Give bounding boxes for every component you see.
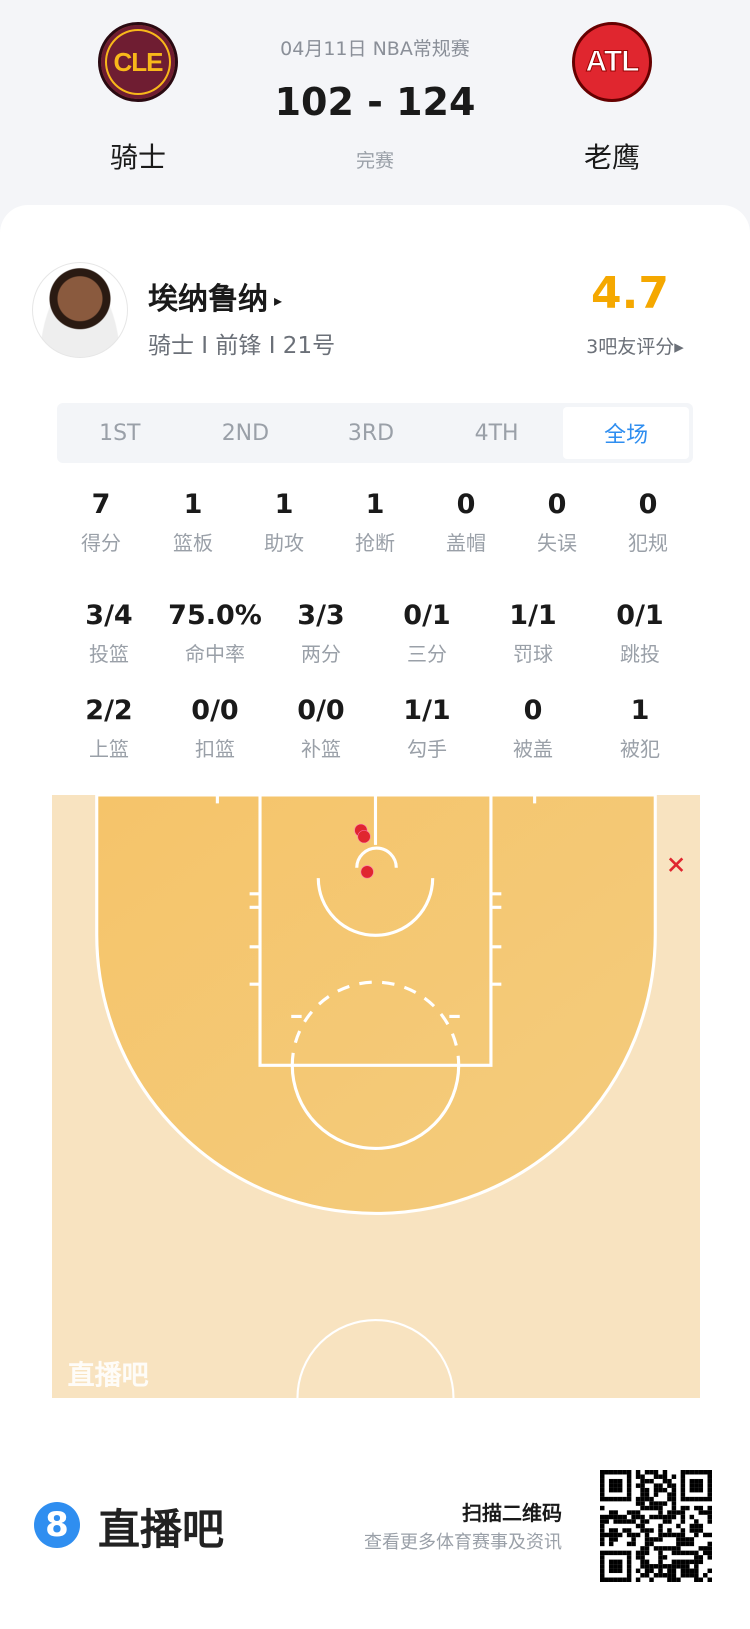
stat-value: 1 xyxy=(365,489,385,520)
scan-title: 扫描二维码 xyxy=(462,1501,562,1525)
brand-name: 直播吧 xyxy=(98,1505,225,1554)
stat-value: 0 xyxy=(523,695,543,726)
center-circle xyxy=(296,1319,455,1398)
stat-label: 上篮 xyxy=(89,737,129,761)
brand-logo-icon: 8 xyxy=(34,1502,80,1548)
stat-value: 0 xyxy=(547,489,567,520)
stat-value: 0 xyxy=(638,489,658,520)
stat-label: 补篮 xyxy=(301,737,341,761)
missed-shot-marker xyxy=(668,857,684,872)
stat-label: 得分 xyxy=(81,531,121,555)
match-score: 102 - 124 xyxy=(274,80,476,124)
stat-stats-row2-1: 75.0% 命中率 xyxy=(160,600,270,667)
stat-value: 0 xyxy=(456,489,476,520)
stat-stats-row3-0: 2/2 上篮 xyxy=(54,695,164,762)
court-watermark: 直播吧 xyxy=(68,1360,149,1391)
stat-stats-row2-4: 1/1 罚球 xyxy=(478,600,588,667)
baseline-ticks xyxy=(215,795,537,804)
stat-value: 3/4 xyxy=(85,600,133,631)
player-name-link[interactable]: 埃纳鲁纳 ▸ xyxy=(148,274,282,318)
paint xyxy=(258,795,493,1067)
stat-label: 勾手 xyxy=(407,737,447,761)
player-avatar[interactable] xyxy=(32,262,128,358)
home-team-name: 骑士 xyxy=(109,141,166,174)
stat-label: 被犯 xyxy=(620,737,660,761)
stat-stats-row3-5: 1 被犯 xyxy=(585,695,695,762)
stat-label: 两分 xyxy=(301,642,341,666)
stat-value: 0/0 xyxy=(191,695,239,726)
match-status: 完赛 xyxy=(355,150,394,172)
stat-label: 盖帽 xyxy=(446,531,486,555)
chevron-right-icon: ▸ xyxy=(274,291,283,310)
stat-stats-row3-4: 0 被盖 xyxy=(478,695,588,762)
stat-label: 助攻 xyxy=(264,531,304,555)
stat-label: 扣篮 xyxy=(195,737,235,761)
shot-chart-court: 直播吧 xyxy=(52,795,700,1398)
lane-hashes xyxy=(249,892,502,986)
qr-code[interactable] xyxy=(600,1470,712,1582)
tab-1st[interactable]: 1ST xyxy=(99,420,141,446)
stat-label: 犯规 xyxy=(628,531,668,555)
stat-stats-row1-0: 7 得分 xyxy=(46,489,156,556)
away-team-name: 老鹰 xyxy=(583,141,640,174)
stat-value: 0/0 xyxy=(297,695,345,726)
stat-stats-row1-1: 1 篮板 xyxy=(138,489,248,556)
stat-label: 跳投 xyxy=(620,642,660,666)
stat-value: 0/1 xyxy=(403,600,451,631)
stat-stats-row1-2: 1 助攻 xyxy=(229,489,339,556)
stat-stats-row2-3: 0/1 三分 xyxy=(372,600,482,667)
three-point-line xyxy=(95,795,657,1215)
stat-stats-row3-3: 1/1 勾手 xyxy=(372,695,482,762)
stat-label: 被盖 xyxy=(513,737,553,761)
player-info: 骑士 I 前锋 I 21号 xyxy=(148,333,336,359)
stat-value: 1 xyxy=(630,695,650,726)
stat-label: 罚球 xyxy=(513,642,553,666)
atl-team-logo: ATL xyxy=(572,22,652,102)
stat-label: 篮板 xyxy=(173,531,213,555)
stat-label: 抢断 xyxy=(355,531,395,555)
tab-4th[interactable]: 4TH xyxy=(474,420,519,446)
stat-value: 75.0% xyxy=(168,600,262,631)
stat-value: 7 xyxy=(91,489,111,520)
stat-value: 2/2 xyxy=(85,695,133,726)
period-tabs: 1ST 2ND 3RD 4TH 全场 xyxy=(57,403,693,463)
rim-arc xyxy=(355,846,398,868)
stat-value: 1 xyxy=(274,489,294,520)
stat-value: 1/1 xyxy=(509,600,557,631)
tab-2nd[interactable]: 2ND xyxy=(221,420,270,446)
stat-stats-row1-5: 0 失误 xyxy=(502,489,612,556)
match-date-league: 04月11日 NBA常规赛 xyxy=(280,38,470,60)
cle-team-logo: CLE xyxy=(98,22,178,102)
rating-count-link[interactable]: 3吧友评分▸ xyxy=(586,336,684,358)
player-rating: 4.7 xyxy=(591,268,669,319)
stat-label: 投篮 xyxy=(89,642,129,666)
stat-stats-row1-3: 1 抢断 xyxy=(320,489,430,556)
stat-value: 0/1 xyxy=(616,600,664,631)
stat-stats-row3-2: 0/0 补篮 xyxy=(266,695,376,762)
tab-3rd[interactable]: 3RD xyxy=(347,420,395,446)
stat-value: 3/3 xyxy=(297,600,345,631)
stat-stats-row1-4: 0 盖帽 xyxy=(411,489,521,556)
made-shot-marker xyxy=(360,865,374,879)
stat-stats-row1-6: 0 犯规 xyxy=(593,489,703,556)
player-name: 埃纳鲁纳 xyxy=(148,282,268,317)
stat-label: 命中率 xyxy=(185,642,245,666)
made-shot-marker xyxy=(357,830,371,844)
scan-subtitle: 查看更多体育赛事及资讯 xyxy=(364,1532,562,1553)
stat-stats-row2-5: 0/1 跳投 xyxy=(585,600,695,667)
tab-full-game[interactable]: 全场 xyxy=(563,407,689,459)
stat-stats-row3-1: 0/0 扣篮 xyxy=(160,695,270,762)
stat-stats-row2-2: 3/3 两分 xyxy=(266,600,376,667)
free-throw-circle-bottom xyxy=(290,1065,461,1150)
stat-label: 三分 xyxy=(407,642,447,666)
stat-value: 1 xyxy=(183,489,203,520)
stat-value: 1/1 xyxy=(403,695,451,726)
stat-label: 失误 xyxy=(537,531,577,555)
stat-stats-row2-0: 3/4 投篮 xyxy=(54,600,164,667)
restricted-arc xyxy=(316,878,435,937)
